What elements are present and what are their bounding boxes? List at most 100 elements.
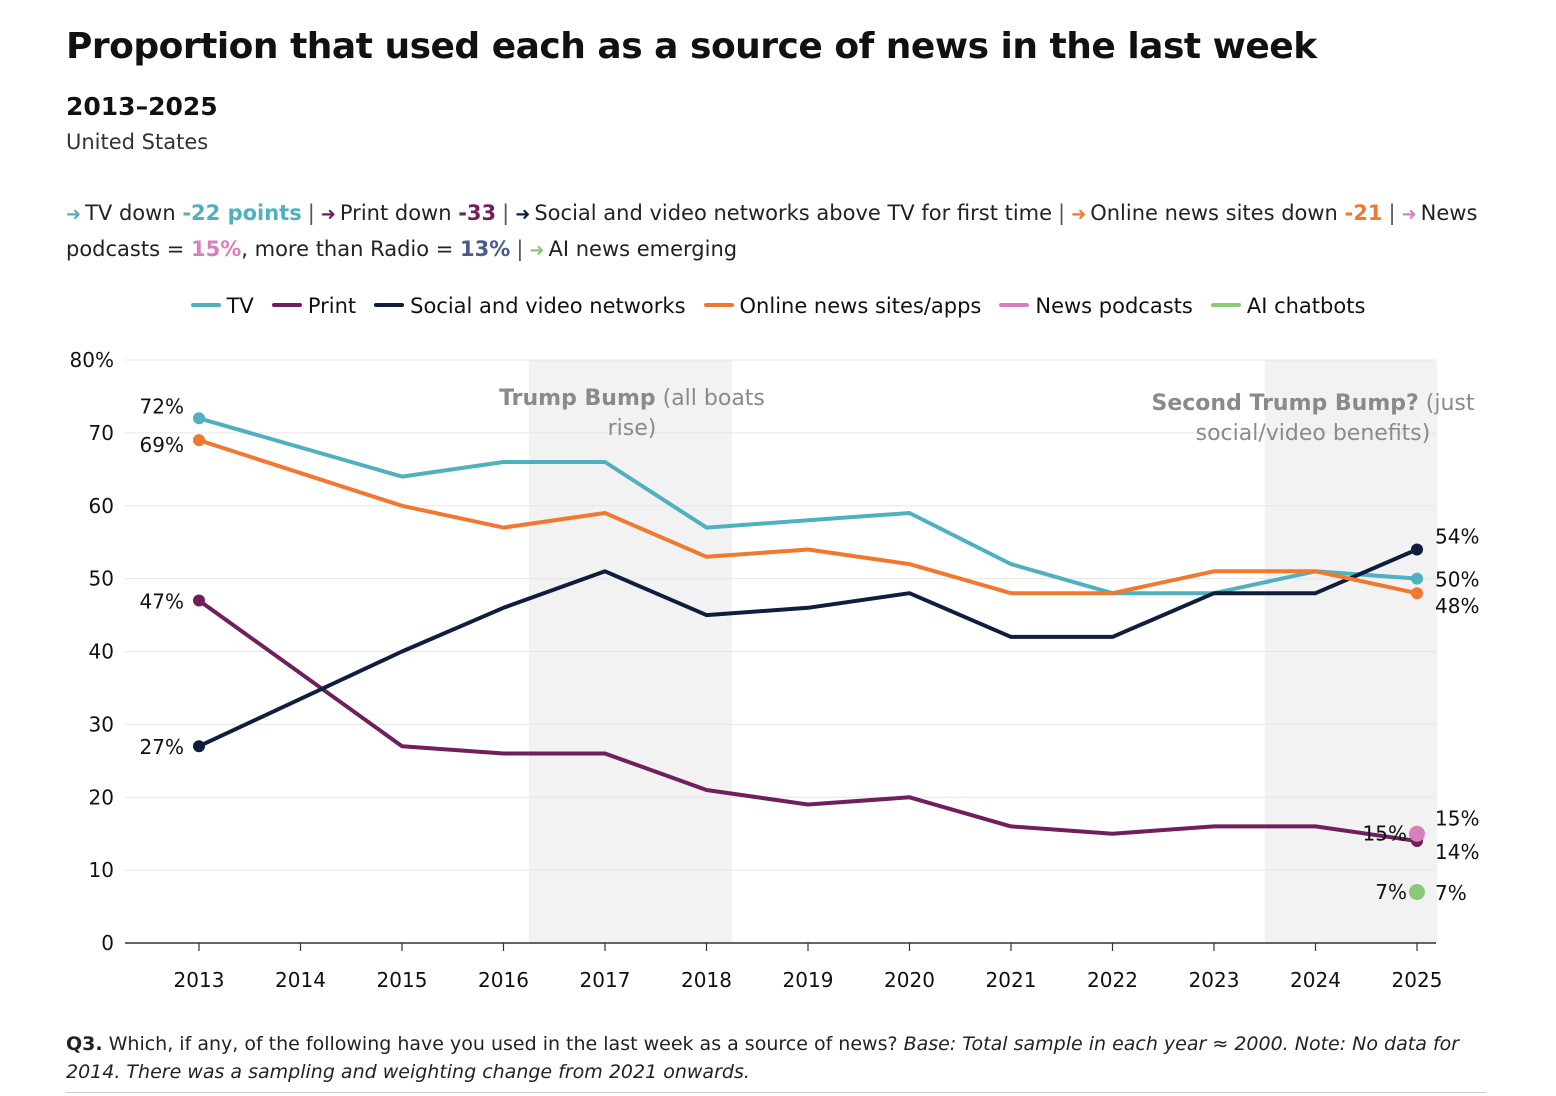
- summary-value: 15%: [191, 237, 242, 261]
- y-tick-label: 60: [89, 494, 114, 518]
- y-tick-label: 20: [89, 785, 114, 809]
- x-tick-label: 2022: [1087, 968, 1138, 992]
- summary-item: ➜ News podcasts = 15%, more than Radio = …: [66, 201, 1477, 261]
- data-point: [1411, 587, 1423, 600]
- x-tick-label: 2021: [986, 968, 1037, 992]
- summary-text: ➜ TV down -22 points | ➜ Print down -33 | ➜ Soc…: [66, 196, 1486, 268]
- y-tick-label: 80%: [70, 348, 114, 372]
- x-tick-label: 2013: [174, 968, 225, 992]
- x-tick-label: 2019: [783, 968, 834, 992]
- legend-swatch: [271, 303, 302, 307]
- arrow-icon: ➜: [1401, 204, 1417, 225]
- data-label: 72%: [140, 394, 184, 418]
- annotation-bold: Trump Bump: [499, 386, 656, 411]
- legend-item: Print: [271, 294, 357, 318]
- summary-separator: |: [502, 201, 510, 225]
- data-point: [1411, 572, 1423, 585]
- legend-label: News podcasts: [1035, 294, 1193, 318]
- summary-text: AI news emerging: [548, 237, 738, 261]
- legend-item: AI chatbots: [1210, 294, 1366, 318]
- footnote-question-text: Which, if any, of the following have you…: [102, 1033, 904, 1055]
- summary-item: ➜ AI news emerging: [529, 237, 737, 261]
- x-tick-label: 2020: [884, 968, 935, 992]
- chart-subtitle: 2013–2025: [66, 92, 218, 121]
- footnote: Q3. Which, if any, of the following have…: [66, 1030, 1486, 1086]
- summary-text: Social and video networks above TV for f…: [534, 201, 1053, 225]
- series-line: [197, 416, 1419, 596]
- footnote-question-number: Q3.: [66, 1033, 103, 1055]
- annotation-text-line2: social/video benefits): [1196, 421, 1431, 446]
- arrow-icon: ➜: [529, 240, 545, 261]
- data-label: 47%: [140, 589, 184, 613]
- x-tick-label: 2016: [478, 968, 529, 992]
- summary-item: ➜ Social and video networks above TV for …: [515, 201, 1052, 225]
- data-label: 54%: [1435, 524, 1479, 548]
- data-point: [1409, 825, 1425, 842]
- summary-value: -33: [458, 201, 497, 225]
- x-tick-label: 2025: [1392, 968, 1443, 992]
- y-tick-label: 70: [89, 421, 114, 445]
- legend-label: AI chatbots: [1246, 294, 1366, 318]
- region-label: United States: [66, 130, 209, 154]
- summary-text: Print down: [339, 201, 459, 225]
- x-tick-label: 2018: [681, 968, 732, 992]
- data-label: 7%: [1435, 881, 1467, 905]
- data-label: 50%: [1435, 568, 1479, 592]
- legend-swatch: [190, 303, 221, 307]
- data-label: 15%: [1363, 822, 1407, 846]
- summary-separator: |: [1058, 201, 1066, 225]
- annotation-bold: Second Trump Bump?: [1151, 391, 1418, 416]
- data-point: [193, 740, 205, 753]
- legend-label: Print: [307, 294, 357, 318]
- summary-text: Online news sites down: [1090, 201, 1345, 225]
- data-label: 14%: [1435, 840, 1479, 864]
- series-line: [197, 547, 1419, 749]
- arrow-icon: ➜: [515, 204, 531, 225]
- series-line: [197, 598, 1419, 843]
- annotation-text: Second Trump Bump? (just: [1151, 391, 1474, 416]
- summary-separator: |: [1388, 201, 1396, 225]
- data-label: 15%: [1435, 807, 1479, 831]
- arrow-icon: ➜: [66, 204, 82, 225]
- x-tick-label: 2023: [1189, 968, 1240, 992]
- legend-item: Social and video networks: [374, 294, 686, 318]
- data-point: [193, 434, 205, 447]
- legend-swatch: [999, 303, 1030, 307]
- data-point: [193, 412, 205, 425]
- summary-item: ➜ Online news sites down -21: [1071, 201, 1382, 225]
- series-line: [197, 438, 1419, 596]
- summary-value: -22 points: [182, 201, 302, 225]
- summary-text: TV down: [85, 201, 183, 225]
- summary-separator: |: [307, 201, 315, 225]
- footnote-note: Base: Total sample in each year ≈ 2000. …: [66, 1033, 1460, 1083]
- data-point: [193, 594, 205, 607]
- summary-item: ➜ Print down -33: [321, 201, 496, 225]
- arrow-icon: ➜: [1071, 204, 1087, 225]
- x-tick-label: 2014: [275, 968, 326, 992]
- summary-value: -21: [1344, 201, 1383, 225]
- legend-swatch: [703, 303, 734, 307]
- summary-separator: |: [516, 237, 524, 261]
- legend-swatch: [1210, 303, 1241, 307]
- y-tick-label: 0: [101, 931, 114, 955]
- legend-label: Social and video networks: [410, 294, 686, 318]
- data-label: 48%: [1435, 594, 1479, 618]
- data-label: 69%: [140, 433, 184, 457]
- annotation-rest: (all boats: [656, 386, 765, 411]
- annotation-text-line2: rise): [608, 416, 657, 441]
- annotation-text: Trump Bump (all boats: [499, 386, 765, 411]
- legend-item: News podcasts: [999, 294, 1193, 318]
- x-tick-label: 2024: [1290, 968, 1341, 992]
- y-tick-label: 30: [89, 712, 114, 736]
- x-tick-label: 2015: [377, 968, 428, 992]
- chart-title: Proportion that used each as a source of…: [66, 26, 1317, 67]
- legend-label: TV: [226, 294, 254, 318]
- legend-label: Online news sites/apps: [739, 294, 982, 318]
- summary-text: News podcasts =: [66, 201, 1478, 261]
- annotation-rest: (just: [1419, 391, 1475, 416]
- arrow-icon: ➜: [320, 204, 336, 225]
- chart-legend: TV Print Social and video networks Online n…: [0, 294, 1556, 318]
- legend-item: TV: [190, 294, 254, 318]
- data-point: [1409, 883, 1425, 900]
- footer-divider: [66, 1092, 1486, 1093]
